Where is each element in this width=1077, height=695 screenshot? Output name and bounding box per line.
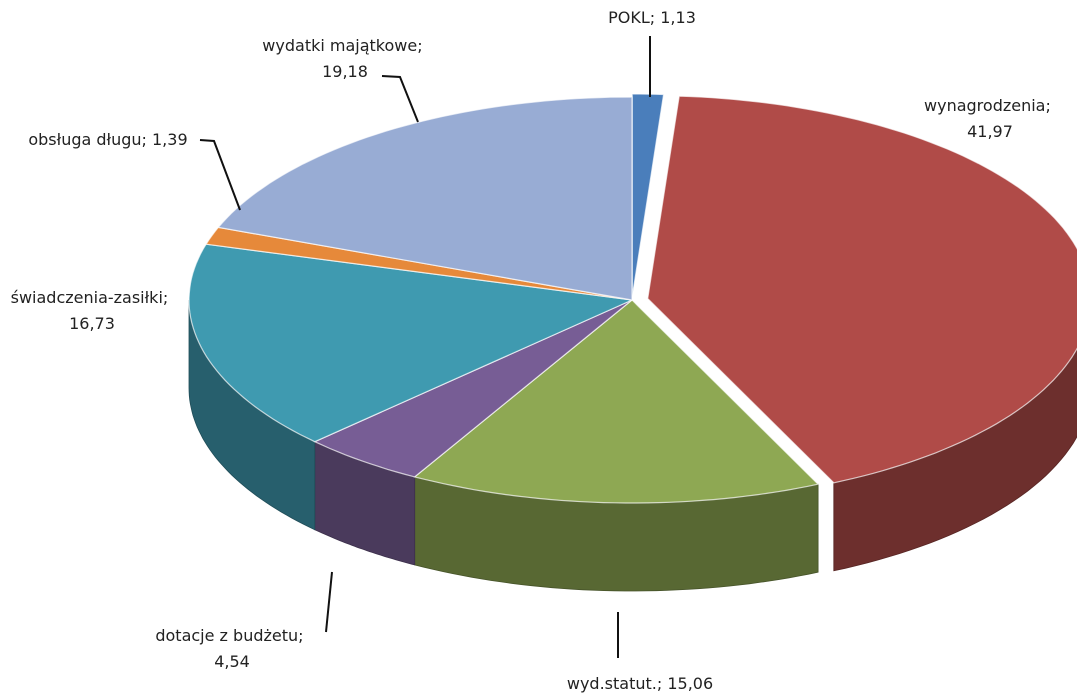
label-value: 16,73 [69, 314, 115, 333]
label-value: 19,18 [322, 62, 368, 81]
pie-slice [188, 243, 635, 443]
pie-slice [631, 93, 665, 298]
label-category: wydatki majątkowe [262, 36, 417, 55]
data-label: dotacje z budżetu; 4,54 [155, 626, 308, 671]
label-separator: ; [417, 36, 427, 55]
data-label: świadczenia-zasiłki; 16,73 [11, 288, 174, 333]
label-category: dotacje z budżetu [155, 626, 298, 645]
label-category: obsługa długu [28, 130, 141, 149]
label-separator: ; [142, 130, 152, 149]
leader-line [199, 139, 241, 211]
label-value: 1,13 [660, 8, 696, 27]
label-value: 1,39 [152, 130, 188, 149]
label-separator: ; [163, 288, 173, 307]
data-label: obsługa długu; 1,39 [28, 130, 187, 149]
label-separator: ; [650, 8, 660, 27]
pie-slice [413, 299, 820, 504]
pie-slice [313, 299, 633, 478]
label-value: 41,97 [967, 122, 1013, 141]
data-label: POKL; 1,13 [608, 8, 696, 27]
pie-tops [188, 93, 1077, 504]
label-separator: ; [1045, 96, 1055, 115]
pie-slice [647, 95, 1077, 484]
data-label: wyd.statut.; 15,06 [567, 674, 713, 693]
leader-lines [199, 36, 651, 658]
label-category: wyd.statut. [567, 674, 657, 693]
label-category: wynagrodzenia [924, 96, 1045, 115]
pie-walls [188, 299, 1077, 592]
label-separator: ; [298, 626, 308, 645]
pie-slice [217, 96, 633, 301]
label-separator: ; [657, 674, 667, 693]
label-value: 4,54 [214, 652, 250, 671]
label-category: świadczenia-zasiłki [11, 288, 163, 307]
data-labels: POKL; 1,13 wynagrodzenia; 41,97 wyd.statut… [11, 8, 1056, 693]
leader-line [381, 75, 419, 123]
label-category: POKL [608, 8, 650, 27]
label-value: 15,06 [667, 674, 713, 693]
data-label: wynagrodzenia; 41,97 [924, 96, 1056, 141]
leader-line [325, 571, 333, 633]
data-label: wydatki majątkowe; 19,18 [262, 36, 427, 81]
